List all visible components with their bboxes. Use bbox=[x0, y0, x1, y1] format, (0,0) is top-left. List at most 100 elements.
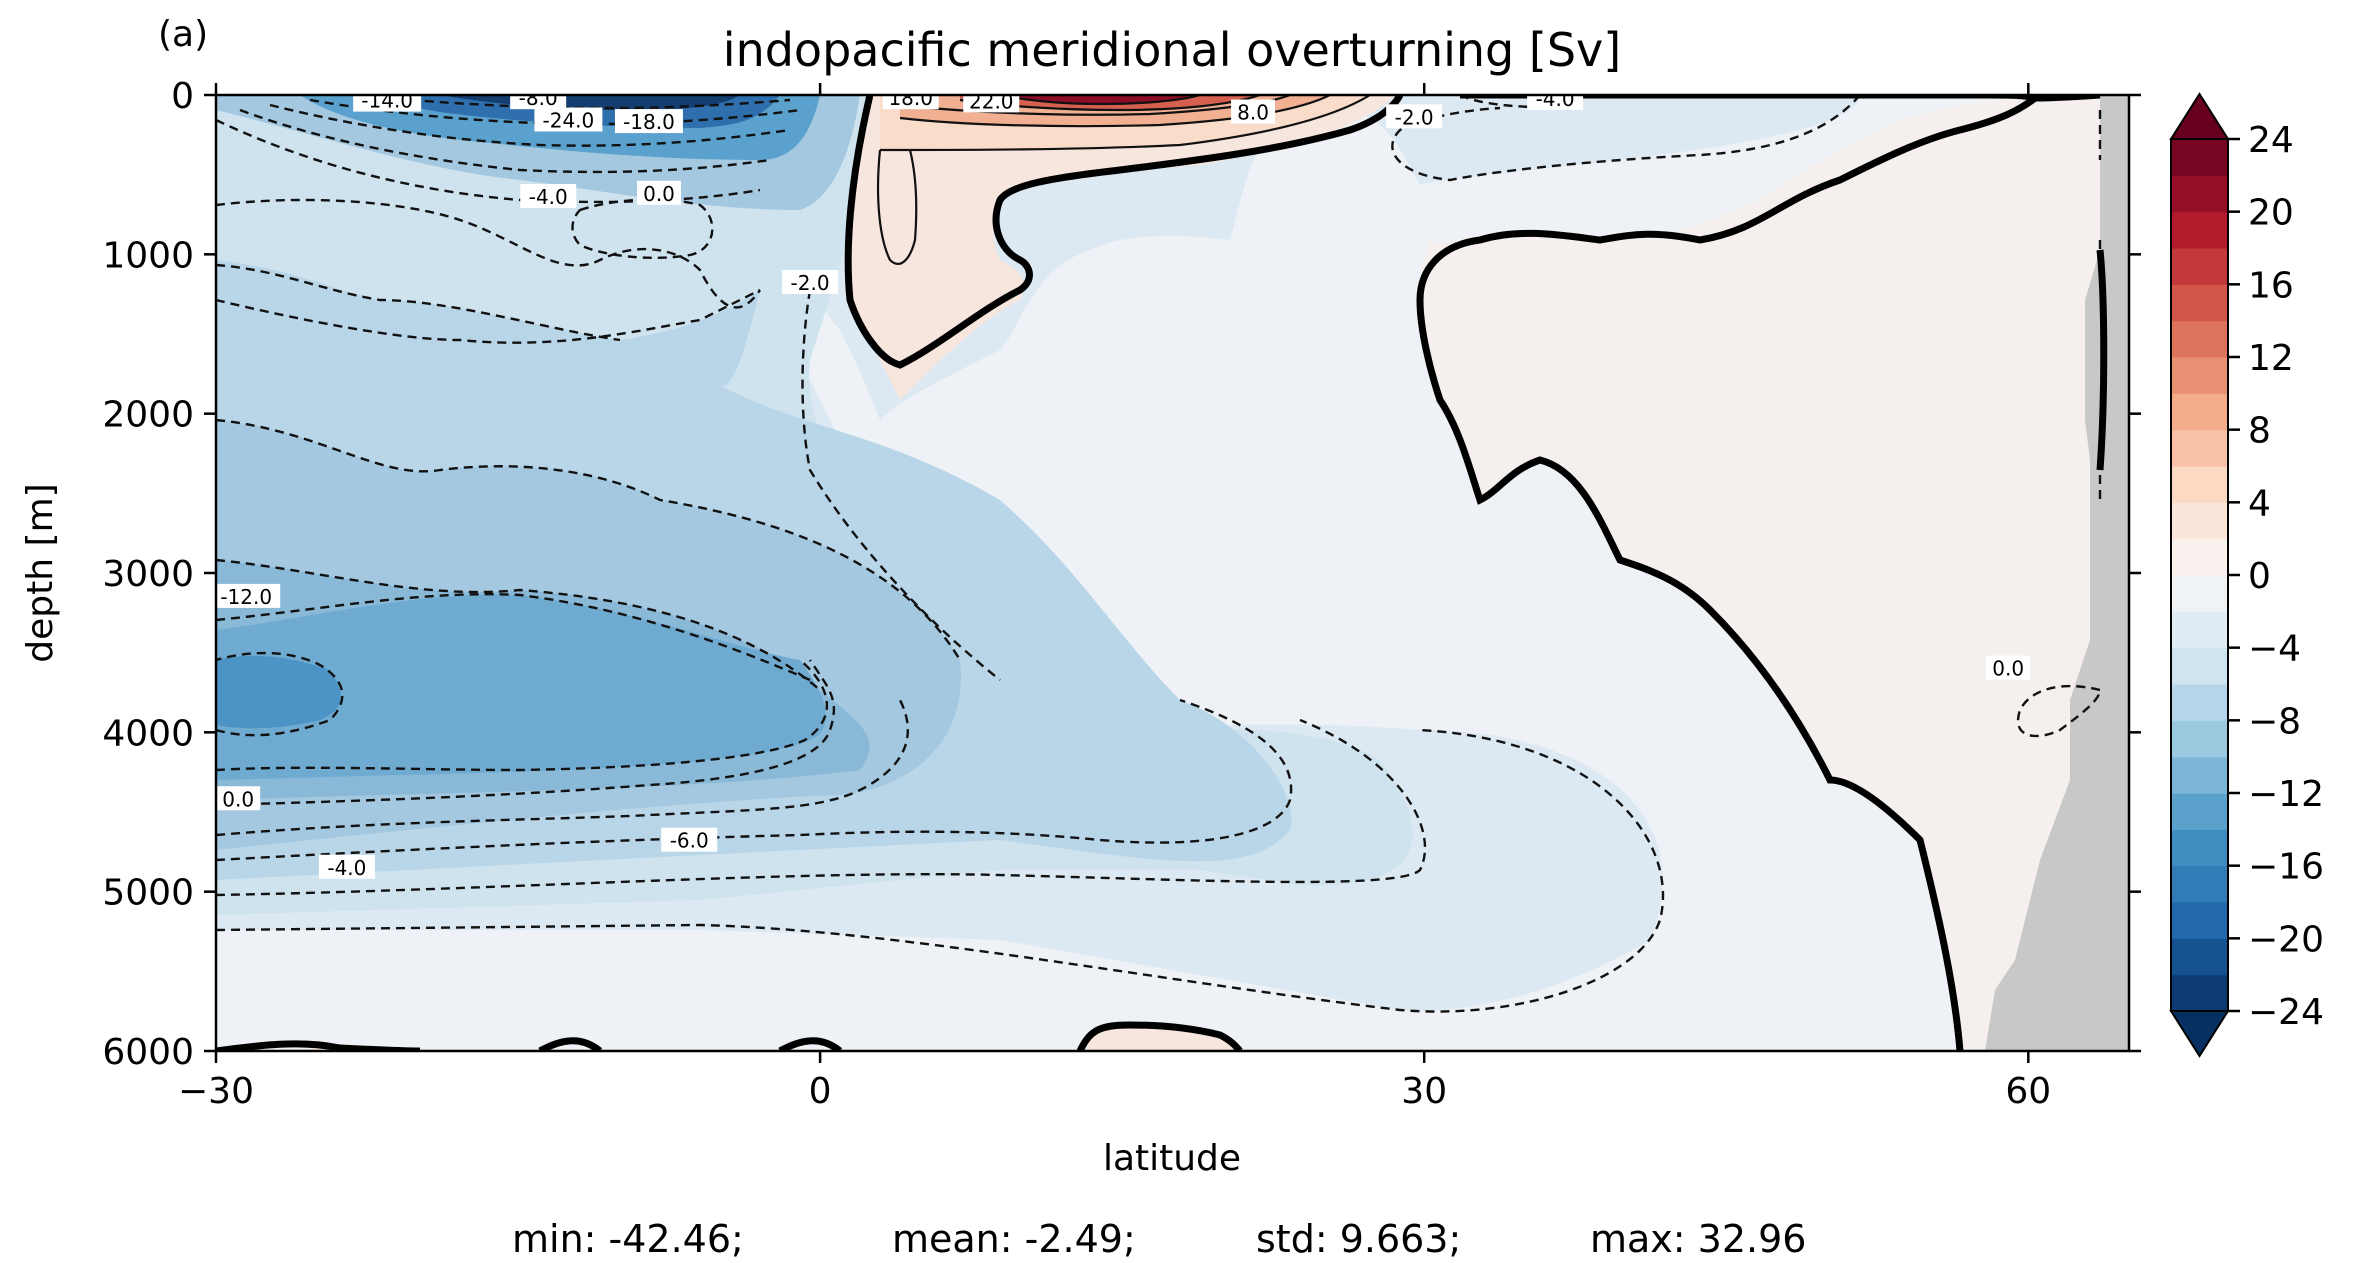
colorbar-tick-label: −16 bbox=[2248, 847, 2324, 888]
contour-label: 0.0 bbox=[216, 786, 261, 811]
contour-label-text: -18.0 bbox=[623, 110, 675, 134]
x-tick-label: 30 bbox=[1401, 1071, 1447, 1112]
colorbar-tick-label: −12 bbox=[2248, 774, 2324, 815]
stat-mean: mean: -2.49; bbox=[892, 1217, 1136, 1261]
stats-footer: min: -42.46; mean: -2.49; std: 9.663; ma… bbox=[512, 1217, 1806, 1261]
colorbar-bin bbox=[2171, 320, 2228, 358]
contour-label-bg bbox=[216, 786, 261, 811]
contour-label: 22.0 bbox=[963, 89, 1020, 113]
contour-label-bg bbox=[1527, 95, 1584, 110]
stat-std: std: 9.663; bbox=[1256, 1217, 1461, 1261]
panel-label: (a) bbox=[158, 14, 208, 55]
contour-label-text: -4.0 bbox=[327, 856, 366, 880]
contour-label-bg bbox=[353, 95, 422, 112]
contour-label-text: -2.0 bbox=[1395, 105, 1434, 129]
contour-label-bg bbox=[963, 95, 1020, 113]
colorbar-tick-label: 20 bbox=[2248, 193, 2294, 234]
colorbar-tick-label: 0 bbox=[2248, 556, 2271, 597]
contour-label-text: 22.0 bbox=[969, 89, 1014, 113]
contour-label: -8.0 bbox=[510, 86, 567, 110]
contour-band-neg-12 bbox=[216, 594, 827, 780]
y-tick-label: 2000 bbox=[102, 395, 194, 436]
contour-label-bg bbox=[534, 107, 603, 132]
contour-label: -24.0 bbox=[534, 107, 603, 132]
chart-title: indopacific meridional overturning [Sv] bbox=[723, 23, 1621, 77]
contour-label-bg bbox=[216, 583, 281, 608]
x-axis: −30 0 30 60 bbox=[178, 83, 2051, 1112]
colorbar-tick-label: 12 bbox=[2248, 338, 2294, 379]
contour-label-text: 18.0 bbox=[888, 86, 933, 110]
contour-label-text: -4.0 bbox=[529, 185, 568, 209]
contour-labels: -12.0 0.0 -4.0 -6.0 -4.0 0.0 -2.0 -24.0 -18.0 -14… bbox=[216, 86, 2031, 880]
contour-label-text: 0.0 bbox=[643, 182, 675, 206]
stat-min: min: -42.46; bbox=[512, 1217, 744, 1261]
colorbar-bin bbox=[2171, 865, 2228, 903]
contour-label: -12.0 bbox=[216, 583, 281, 609]
colorbar: 24 20 16 12 8 4 0 −4 −8 −12 −16 −20 −24 bbox=[2169, 92, 2324, 1058]
x-tick-label: 0 bbox=[809, 1071, 832, 1112]
contour-label-bg bbox=[318, 854, 375, 879]
colorbar-extend-min bbox=[2169, 1010, 2230, 1058]
contour-label: 0.0 bbox=[637, 180, 682, 206]
colorbar-bin bbox=[2171, 284, 2228, 322]
colorbar-bin bbox=[2171, 502, 2228, 540]
contour-label-text: 0.0 bbox=[222, 787, 254, 811]
y-tick-label: 3000 bbox=[102, 554, 194, 595]
colorbar-bin bbox=[2171, 139, 2228, 176]
colorbar-tick-label: −24 bbox=[2248, 992, 2324, 1033]
contour-label-bg bbox=[637, 180, 682, 205]
contour-band-pos-right bbox=[1420, 95, 2100, 1051]
contour-label-text: 0.0 bbox=[1992, 657, 2024, 681]
contour-label: 8.0 bbox=[1231, 99, 1276, 125]
colorbar-bin bbox=[2171, 974, 2228, 1012]
contour-label-text: -2.0 bbox=[791, 271, 830, 295]
y-tick-label: 4000 bbox=[102, 713, 194, 754]
x-tick-label: −30 bbox=[178, 1071, 254, 1112]
contour-label-bg bbox=[1231, 99, 1276, 124]
contour-label: -6.0 bbox=[661, 827, 718, 853]
contour-label: -2.0 bbox=[782, 270, 839, 295]
y-tick-label: 6000 bbox=[102, 1032, 194, 1073]
contour-label-bg bbox=[1386, 104, 1443, 129]
x-axis-label: latitude bbox=[1103, 1138, 1241, 1179]
colorbar-bin bbox=[2171, 938, 2228, 976]
colorbar-bin bbox=[2171, 248, 2228, 285]
y-tick-label: 1000 bbox=[102, 235, 194, 276]
contour-field: -12.0 0.0 -4.0 -6.0 -4.0 0.0 -2.0 -24.0 -18.0 -14… bbox=[216, 86, 2129, 1051]
colorbar-tick-label: 24 bbox=[2248, 120, 2294, 161]
colorbar-bin bbox=[2171, 720, 2228, 758]
contour-label-bg bbox=[510, 95, 567, 110]
y-axis-label: depth [m] bbox=[20, 483, 61, 662]
contour-label-text: 8.0 bbox=[1237, 101, 1269, 125]
contour-label-bg bbox=[661, 827, 718, 852]
colorbar-bin bbox=[2171, 429, 2228, 467]
contour-label-text: -4.0 bbox=[1536, 87, 1575, 111]
colorbar-bin bbox=[2171, 684, 2228, 721]
y-axis: 0 1000 2000 3000 4000 5000 6000 bbox=[102, 76, 2141, 1073]
contour-label: -4.0 bbox=[1527, 87, 1584, 111]
y-tick-label: 0 bbox=[171, 76, 194, 117]
colorbar-bin bbox=[2171, 829, 2228, 867]
colorbar-tick-label: 8 bbox=[2248, 411, 2271, 452]
contour-label: -18.0 bbox=[614, 109, 683, 134]
contour-band-neg-16 bbox=[216, 655, 341, 729]
colorbar-bin bbox=[2171, 466, 2228, 503]
colorbar-tick-label: −8 bbox=[2248, 701, 2301, 742]
contour-label-bg bbox=[882, 95, 939, 110]
contour-label: -2.0 bbox=[1386, 104, 1443, 129]
colorbar-bin bbox=[2171, 611, 2228, 649]
colorbar-bin bbox=[2171, 756, 2228, 794]
contour-label-text: -8.0 bbox=[519, 86, 558, 110]
colorbar-bin bbox=[2171, 211, 2228, 249]
colorbar-tick-label: 16 bbox=[2248, 265, 2294, 306]
colorbar-extend-max bbox=[2169, 92, 2230, 140]
colorbar-bin bbox=[2171, 538, 2228, 576]
colorbar-bin bbox=[2171, 902, 2228, 939]
contour-label-bg bbox=[520, 183, 577, 208]
colorbar-bin bbox=[2171, 575, 2228, 612]
colorbar-bin bbox=[2171, 393, 2228, 431]
contour-label-text: -24.0 bbox=[543, 108, 595, 132]
contour-label-text: -6.0 bbox=[670, 829, 709, 853]
x-tick-label: 60 bbox=[2005, 1071, 2051, 1112]
